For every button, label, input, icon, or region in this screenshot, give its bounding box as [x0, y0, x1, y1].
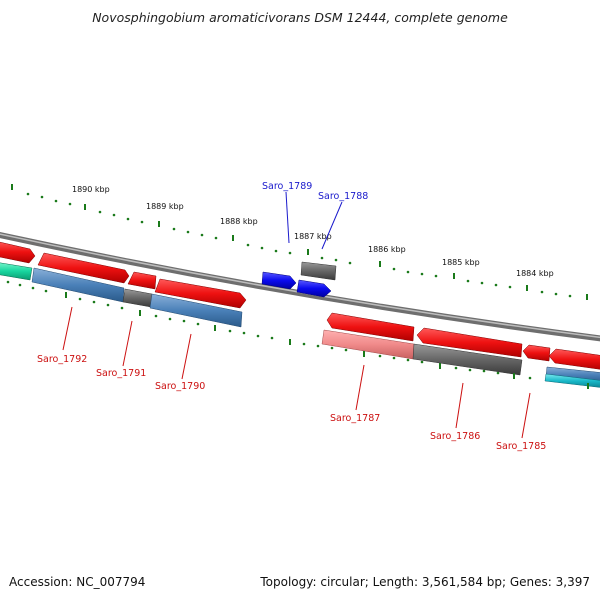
gene-label-saro-1791[interactable]: Saro_1791 [96, 368, 146, 379]
reverse-genes [31, 267, 600, 388]
topology-text: Topology: circular; Length: 3,561,584 bp… [259, 575, 590, 589]
kbp-label: 1889 kbp [146, 202, 184, 211]
gene-label-saro-1790[interactable]: Saro_1790 [155, 381, 205, 392]
gene-arrow-red-left-1[interactable] [0, 241, 36, 264]
gene-label-saro-1785[interactable]: Saro_1785 [496, 441, 546, 452]
gene-arrow-saro-1789[interactable] [261, 271, 297, 290]
gene-arrow-saro-1788[interactable] [296, 279, 332, 298]
upper-tick-track [11, 184, 588, 300]
gene-arrow-red-right[interactable] [548, 348, 600, 370]
kbp-label: 1890 kbp [72, 185, 110, 194]
gene-block-gray-1786[interactable] [412, 343, 523, 376]
gene-block-cyan[interactable] [544, 373, 600, 388]
gene-arrow-teal[interactable] [0, 262, 33, 281]
forward-genes [0, 241, 337, 309]
gene-label-saro-1786[interactable]: Saro_1786 [430, 431, 480, 442]
gene-label-saro-1792[interactable]: Saro_1792 [37, 354, 87, 365]
map-title: Novosphingobium aromaticivorans DSM 1244… [92, 10, 508, 25]
gene-block-steelblue-2[interactable] [149, 293, 243, 328]
gene-arrow-red-1787[interactable] [326, 312, 415, 342]
kbp-label: 1884 kbp [516, 269, 554, 278]
gene-label-saro-1787[interactable]: Saro_1787 [330, 413, 380, 424]
kbp-label: 1887 kbp [294, 232, 332, 241]
gene-label-saro-1788[interactable]: Saro_1788 [318, 191, 368, 202]
gene-arrow-gray-top[interactable] [300, 261, 337, 281]
leader-lines [62, 191, 531, 439]
lower-tick-track [6, 280, 589, 389]
genome-backbone [0, 232, 600, 342]
gene-labels: Saro_1789 Saro_1788 Saro_1792 Saro_1791 … [37, 181, 546, 452]
gene-arrow-red-1786[interactable] [416, 327, 523, 358]
kbp-label: 1888 kbp [220, 217, 258, 226]
gene-arrow-red-1785[interactable] [522, 344, 551, 362]
gene-label-saro-1789[interactable]: Saro_1789 [262, 181, 312, 192]
accession-text: Accession: NC_007794 [9, 575, 145, 589]
gene-arrow-red-left-4[interactable] [154, 278, 247, 309]
gene-arrow-red-left-3[interactable] [127, 271, 157, 290]
gene-arrow-red-left-2[interactable] [37, 252, 130, 284]
kbp-label: 1886 kbp [368, 245, 406, 254]
kbp-labels: 1890 kbp 1889 kbp 1888 kbp 1887 kbp 1886… [72, 185, 554, 278]
gene-block-gray-1791[interactable] [122, 288, 153, 308]
kbp-label: 1885 kbp [442, 258, 480, 267]
